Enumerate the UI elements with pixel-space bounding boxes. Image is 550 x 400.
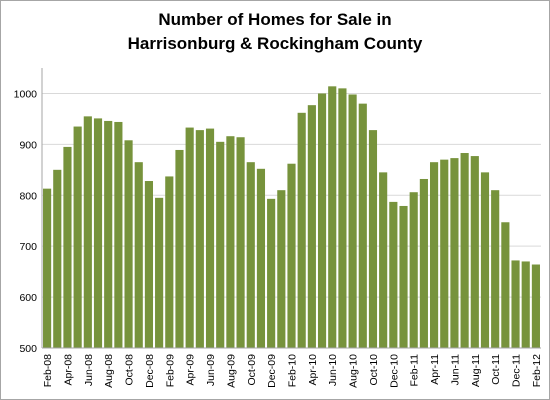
bar bbox=[124, 140, 133, 348]
y-tick-label: 1000 bbox=[14, 88, 38, 100]
bar bbox=[307, 105, 316, 348]
bar bbox=[195, 130, 204, 348]
y-tick-label: 700 bbox=[19, 241, 37, 253]
bar bbox=[440, 159, 449, 348]
bar bbox=[236, 137, 245, 348]
x-tick-label: Feb-10 bbox=[287, 354, 299, 387]
bar bbox=[501, 222, 510, 348]
x-tick-label: Aug-08 bbox=[103, 354, 115, 388]
bar bbox=[114, 121, 123, 348]
bar bbox=[328, 86, 337, 348]
bar bbox=[83, 116, 92, 348]
x-tick-label: Apr-08 bbox=[62, 354, 74, 386]
bar bbox=[175, 149, 184, 348]
bar bbox=[491, 190, 500, 348]
bar bbox=[185, 127, 194, 349]
bar bbox=[531, 264, 540, 348]
x-tick-label: Jun-11 bbox=[449, 354, 461, 385]
bar bbox=[277, 190, 286, 348]
x-tick-label: Oct-08 bbox=[124, 354, 136, 386]
bar bbox=[73, 126, 82, 348]
bar bbox=[317, 93, 327, 348]
x-tick-label: Aug-09 bbox=[225, 354, 237, 388]
bar bbox=[358, 103, 367, 349]
bar bbox=[267, 198, 276, 348]
chart-title: Number of Homes for Sale in Harrisonburg… bbox=[0, 8, 550, 56]
x-tick-label: Feb-09 bbox=[164, 354, 176, 387]
bar bbox=[165, 176, 174, 348]
bar bbox=[297, 112, 306, 348]
bar bbox=[63, 146, 72, 348]
bar bbox=[511, 260, 520, 348]
x-tick-label: Dec-09 bbox=[266, 354, 278, 388]
x-tick-label: Feb-08 bbox=[42, 354, 54, 387]
bar bbox=[419, 178, 428, 348]
bar bbox=[216, 141, 225, 348]
bar bbox=[287, 163, 296, 348]
bar bbox=[93, 118, 103, 349]
bar bbox=[368, 130, 378, 348]
x-tick-label: Aug-10 bbox=[348, 354, 360, 388]
bar bbox=[104, 120, 113, 348]
x-tick-label: Feb-11 bbox=[409, 354, 421, 387]
x-tick-label: Apr-11 bbox=[429, 354, 441, 385]
bar bbox=[480, 172, 490, 348]
bar bbox=[246, 162, 255, 348]
x-tick-label: Oct-09 bbox=[246, 354, 258, 386]
bar bbox=[450, 158, 459, 348]
bar bbox=[205, 128, 215, 348]
x-tick-label: Aug-11 bbox=[470, 354, 482, 387]
y-tick-label: 600 bbox=[19, 292, 37, 304]
bar bbox=[43, 188, 52, 348]
bar bbox=[348, 94, 357, 349]
bar bbox=[144, 181, 154, 348]
chart-title-line-1: Number of Homes for Sale in bbox=[158, 10, 392, 29]
x-tick-label: Jun-08 bbox=[83, 354, 95, 386]
bar bbox=[53, 169, 62, 348]
y-tick-label: 900 bbox=[19, 139, 37, 151]
bar bbox=[409, 192, 418, 348]
bar bbox=[338, 88, 347, 348]
x-tick-label: Oct-10 bbox=[368, 354, 380, 386]
bar bbox=[460, 153, 469, 348]
bar bbox=[389, 201, 398, 348]
x-tick-label: Jun-09 bbox=[205, 354, 217, 386]
bar bbox=[256, 168, 266, 348]
bar bbox=[429, 162, 439, 348]
bar bbox=[379, 172, 388, 348]
x-tick-label: Dec-10 bbox=[388, 354, 400, 388]
x-tick-label: Oct-11 bbox=[490, 354, 502, 385]
y-tick-label: 800 bbox=[19, 190, 37, 202]
bar bbox=[399, 205, 408, 348]
y-tick-label: 500 bbox=[19, 343, 37, 355]
bar bbox=[134, 162, 143, 348]
x-tick-label: Apr-09 bbox=[185, 354, 197, 386]
x-tick-label: Feb-12 bbox=[531, 354, 543, 387]
bar bbox=[226, 136, 235, 348]
x-tick-label: Jun-10 bbox=[327, 354, 339, 386]
bar bbox=[155, 197, 164, 348]
bar bbox=[521, 261, 530, 348]
x-tick-label: Apr-10 bbox=[307, 354, 319, 386]
x-tick-label: Dec-11 bbox=[511, 354, 523, 387]
bar bbox=[470, 156, 479, 348]
x-tick-label: Dec-08 bbox=[144, 354, 156, 388]
chart-title-line-2: Harrisonburg & Rockingham County bbox=[127, 34, 423, 53]
